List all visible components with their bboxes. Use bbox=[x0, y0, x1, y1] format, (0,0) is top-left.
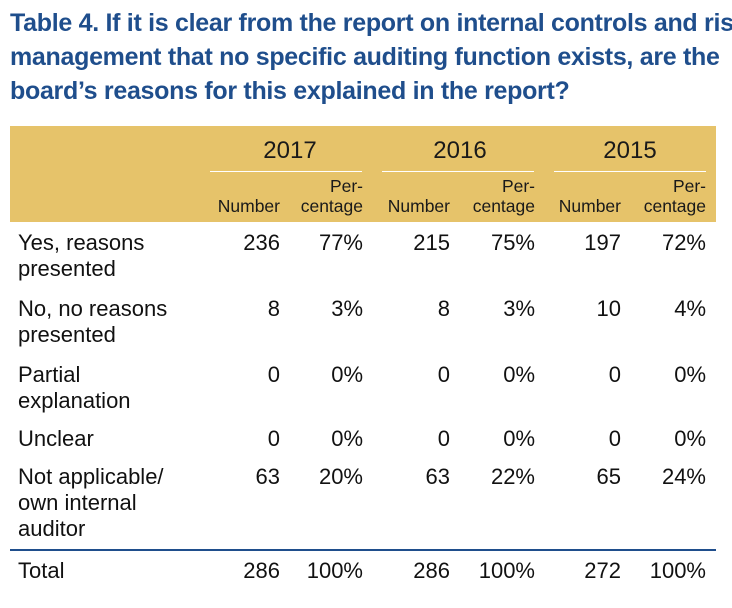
row-label-line: Unclear bbox=[18, 426, 94, 451]
table-cell: 22% bbox=[490, 464, 535, 489]
total-cell: 286 bbox=[413, 558, 450, 583]
year-header-row: 2017 2016 2015 bbox=[10, 126, 716, 172]
title-line-3: board’s reasons for this explained in th… bbox=[10, 77, 570, 105]
table-title: Table 4. If it is clear from the report … bbox=[10, 6, 732, 108]
table-cell: 0% bbox=[503, 426, 535, 451]
year-divider-2016 bbox=[382, 171, 534, 172]
title-line-2: management that no specific auditing fun… bbox=[10, 43, 720, 71]
row-label-line: auditor bbox=[18, 516, 86, 541]
table-cell: 20% bbox=[318, 464, 363, 489]
total-cell: 100% bbox=[478, 558, 535, 583]
percentage-label-line-2: centage bbox=[643, 196, 706, 216]
title-line-1: Table 4. If it is clear from the report … bbox=[10, 9, 732, 37]
table-cell: 75% bbox=[490, 230, 535, 255]
total-cell: 286 bbox=[243, 558, 280, 583]
total-cell: 272 bbox=[584, 558, 621, 583]
percentage-label-line-2: centage bbox=[300, 196, 363, 216]
col-percentage-2015: Per- centage bbox=[630, 176, 706, 216]
table-cell: 63 bbox=[255, 464, 280, 489]
col-number-2015: Number bbox=[558, 196, 621, 216]
table-cell: 0% bbox=[503, 362, 535, 387]
table-cell: 3% bbox=[503, 296, 535, 321]
row-label-line: explanation bbox=[18, 388, 131, 413]
table-cell: 197 bbox=[584, 230, 621, 255]
row-label-line: Partial bbox=[18, 362, 81, 387]
table-cell: 24% bbox=[661, 464, 706, 489]
year-divider-2015 bbox=[554, 171, 706, 172]
row-label-line: presented bbox=[18, 256, 116, 281]
total-label: Total bbox=[18, 558, 65, 583]
table-cell: 8 bbox=[437, 296, 450, 321]
table-cell: 72% bbox=[661, 230, 706, 255]
table-cell: 0 bbox=[608, 362, 621, 387]
table-row-label: No, no reasons presented bbox=[18, 296, 167, 348]
total-cell: 100% bbox=[306, 558, 363, 583]
year-2017: 2017 bbox=[263, 137, 317, 164]
total-divider bbox=[10, 549, 716, 551]
table-cell: 0% bbox=[331, 426, 363, 451]
row-label-line: Not applicable/ bbox=[18, 464, 164, 489]
row-label-line: own internal bbox=[18, 490, 137, 515]
table-row-label: Yes, reasons presented bbox=[18, 230, 144, 282]
table-cell: 0% bbox=[674, 426, 706, 451]
table-cell: 215 bbox=[413, 230, 450, 255]
total-cell: 100% bbox=[649, 558, 706, 583]
year-2015: 2015 bbox=[603, 137, 657, 164]
table-cell: 77% bbox=[318, 230, 363, 255]
table-row-label: Unclear bbox=[18, 426, 94, 452]
table-cell: 0 bbox=[437, 362, 450, 387]
table-cell: 0 bbox=[437, 426, 450, 451]
table-cell: 3% bbox=[331, 296, 363, 321]
table-cell: 63 bbox=[425, 464, 450, 489]
table-cell: 0 bbox=[267, 362, 280, 387]
col-number-2016: Number bbox=[387, 196, 450, 216]
table-cell: 0 bbox=[608, 426, 621, 451]
table-row-label: Not applicable/ own internal auditor bbox=[18, 464, 164, 542]
row-label-line: No, no reasons bbox=[18, 296, 168, 321]
table-cell: 8 bbox=[267, 296, 280, 321]
table-cell: 236 bbox=[243, 230, 280, 255]
row-label-line: Yes, reasons bbox=[18, 230, 145, 255]
table-cell: 10 bbox=[596, 296, 621, 321]
col-number-2017: Number bbox=[217, 196, 280, 216]
percentage-label-line-1: Per- bbox=[329, 176, 363, 196]
year-2016: 2016 bbox=[433, 137, 487, 164]
table-cell: 65 bbox=[596, 464, 621, 489]
col-percentage-2016: Per- centage bbox=[460, 176, 535, 216]
table-cell: 0% bbox=[331, 362, 363, 387]
table-row-label: Partial explanation bbox=[18, 362, 131, 414]
percentage-label-line-1: Per- bbox=[501, 176, 535, 196]
table-cell: 4% bbox=[674, 296, 706, 321]
col-percentage-2017: Per- centage bbox=[290, 176, 363, 216]
table-header-background bbox=[10, 126, 716, 222]
percentage-label-line-1: Per- bbox=[672, 176, 706, 196]
table-cell: 0 bbox=[267, 426, 280, 451]
year-divider-2017 bbox=[210, 171, 362, 172]
table-cell: 0% bbox=[674, 362, 706, 387]
percentage-label-line-2: centage bbox=[472, 196, 535, 216]
row-label-line: presented bbox=[18, 322, 116, 347]
